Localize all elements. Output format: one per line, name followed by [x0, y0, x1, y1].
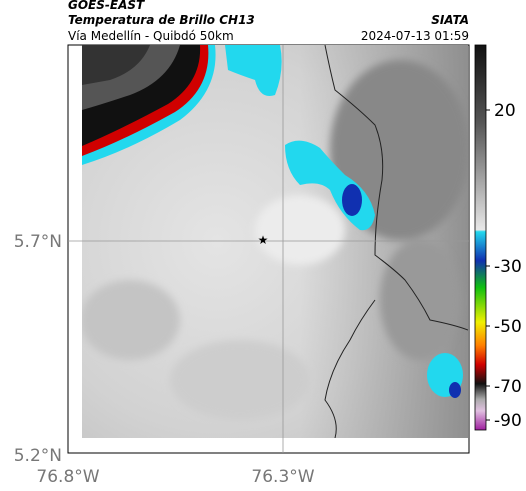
colorbar-label: -90: [494, 411, 522, 431]
source: SIATA: [431, 13, 469, 27]
colorbar-ticks: [486, 109, 490, 421]
timestamp: 2024-07-13 01:59: [361, 29, 469, 43]
city-marker: ★: [258, 233, 269, 247]
lon-label: 76.8°W: [36, 467, 99, 487]
lat-label: 5.2°N: [14, 446, 62, 466]
lat-label: 5.7°N: [14, 232, 62, 252]
colorbar-label: 20: [494, 101, 516, 121]
product: Temperatura de Brillo CH13: [68, 13, 255, 27]
satellite: GOES-EAST: [68, 0, 145, 12]
lon-label: 76.3°W: [251, 467, 314, 487]
colorbar-label: -30: [494, 257, 522, 277]
satellite-image: [82, 45, 468, 438]
colorbar-label: -70: [494, 377, 522, 397]
colorbar: [474, 44, 487, 431]
colorbar-label: -50: [494, 317, 522, 337]
location: Vía Medellín - Quibdó 50km: [68, 29, 234, 43]
